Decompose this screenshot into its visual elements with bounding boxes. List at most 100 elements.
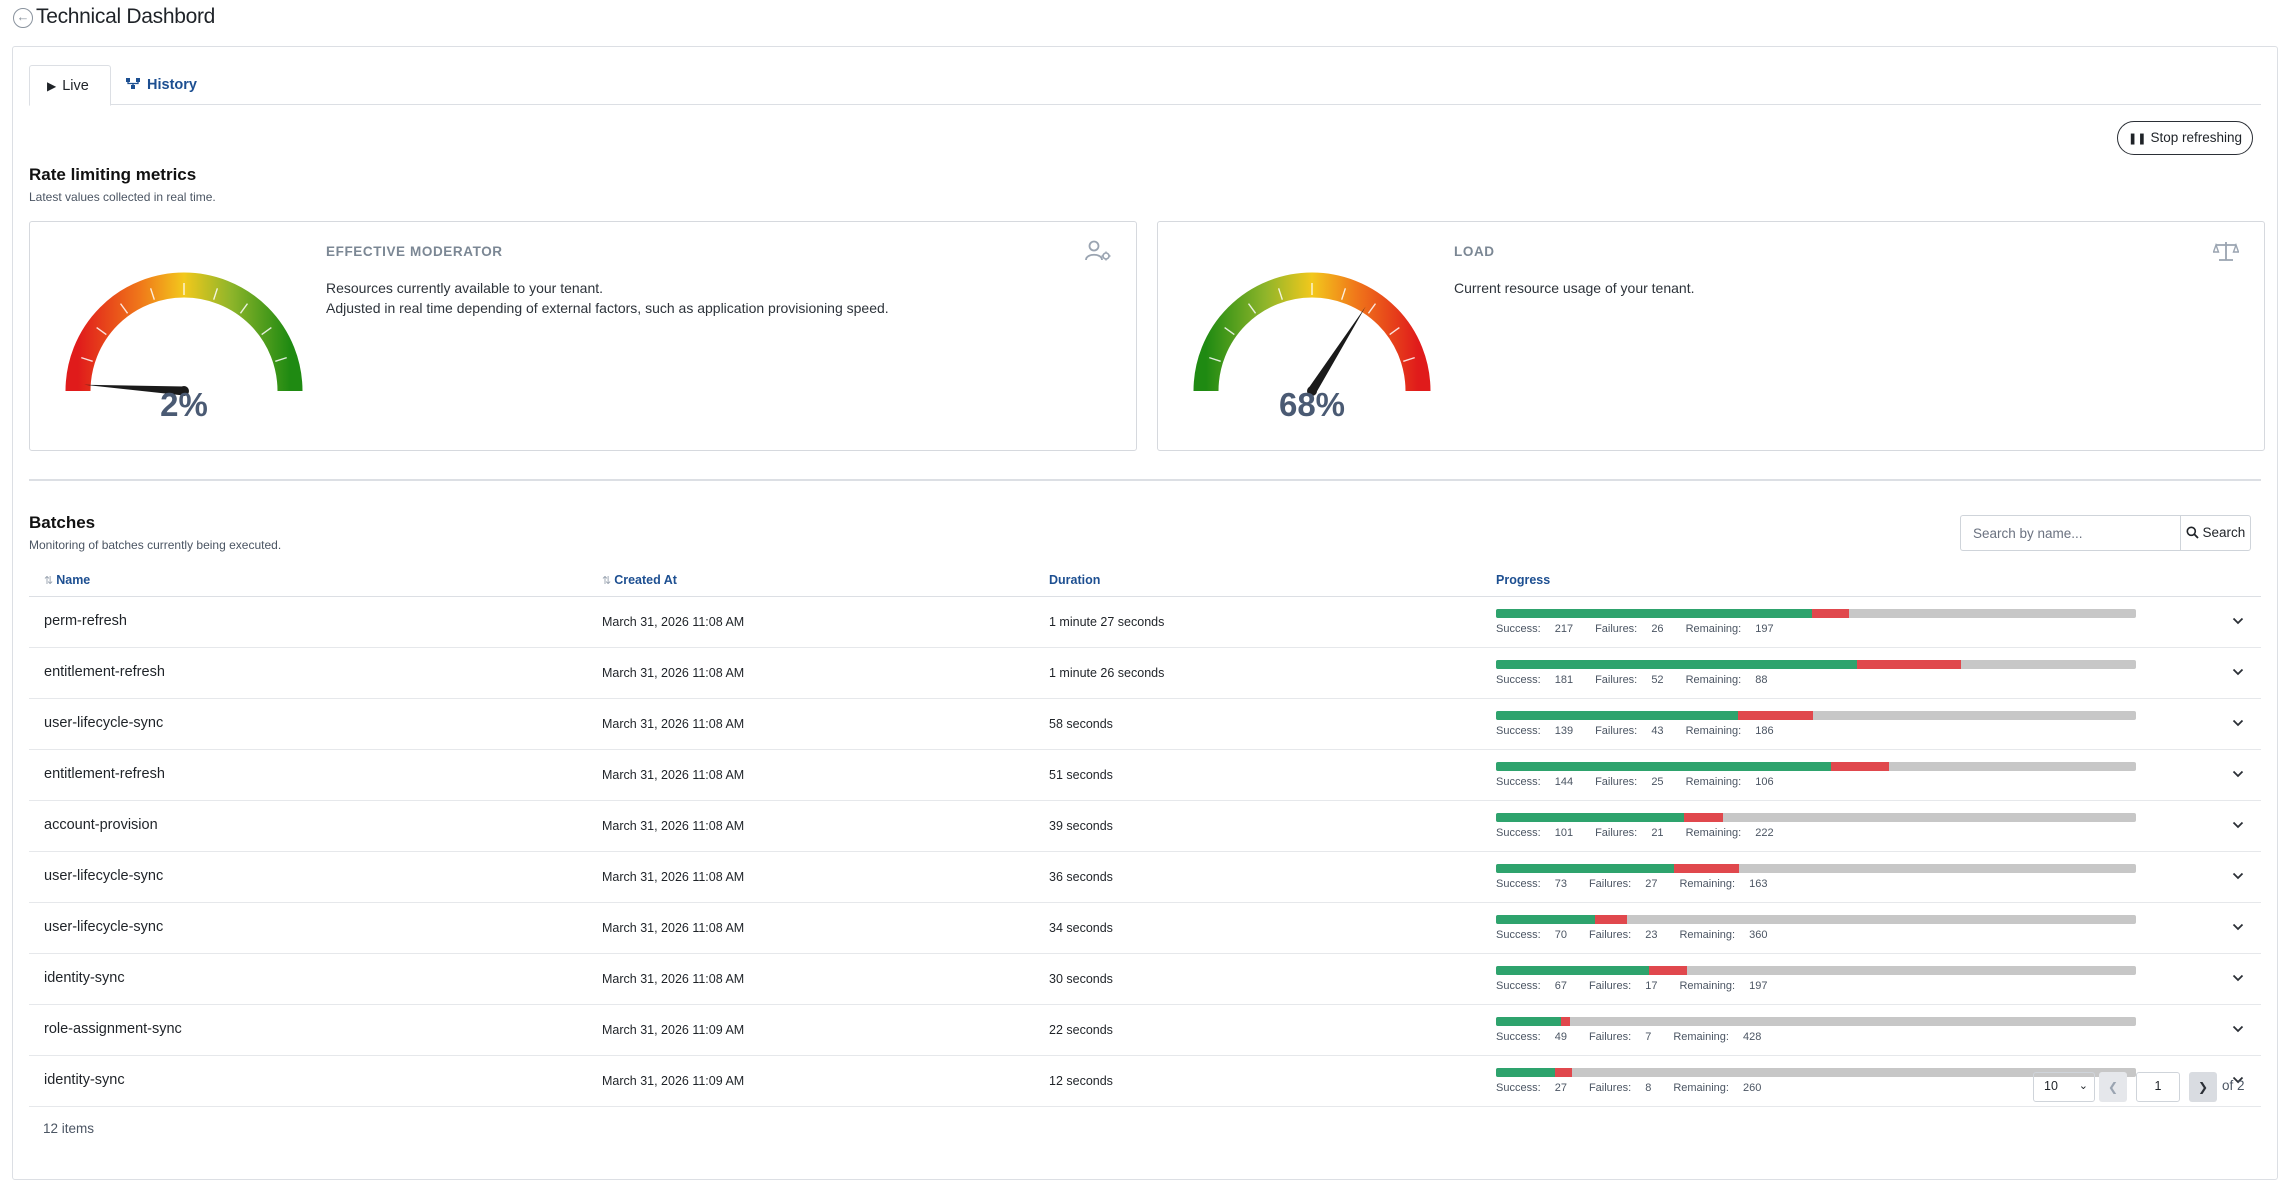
table-row[interactable]: perm-refresh March 31, 2026 11:08 AM 1 min… — [29, 597, 2261, 648]
expand-row-chevron-icon[interactable] — [2229, 1071, 2247, 1089]
column-created-header[interactable]: ⇅ Created At — [602, 573, 677, 587]
load-gauge — [1193, 272, 1431, 396]
gauge-tick — [1209, 356, 1221, 363]
expand-row-chevron-icon[interactable] — [2229, 612, 2247, 630]
failures-label: Failures: — [1595, 725, 1638, 737]
arrow-left-circle-icon[interactable]: ← — [13, 8, 33, 28]
table-row[interactable]: user-lifecycle-sync March 31, 2026 11:08 … — [29, 852, 2261, 903]
table-row[interactable]: identity-sync March 31, 2026 11:09 AM 12 s… — [29, 1056, 2261, 1107]
next-page-button[interactable]: ❯ — [2189, 1072, 2217, 1102]
search-input[interactable] — [1960, 515, 2181, 551]
search-button[interactable]: Search — [2180, 515, 2251, 551]
expand-row-chevron-icon[interactable] — [2229, 1020, 2247, 1038]
success-label: Success: — [1496, 827, 1541, 839]
previous-page-button[interactable]: ❮ — [2099, 1072, 2127, 1102]
items-count: 12 items — [43, 1121, 95, 1136]
gauge-tick — [1247, 303, 1257, 314]
column-progress-label: Progress — [1496, 573, 1551, 587]
moderator-value: 2% — [160, 386, 208, 423]
chevron-down-icon: ⌄ — [2078, 1080, 2088, 1092]
remaining-label: Remaining: — [1679, 878, 1736, 890]
progress-success-segment — [1496, 660, 1857, 669]
page-size-select[interactable]: 10 ⌄ — [2033, 1072, 2095, 1102]
expand-row-chevron-icon[interactable] — [2229, 765, 2247, 783]
failures-value: 27 — [1645, 878, 1658, 890]
failures-value: 17 — [1645, 980, 1658, 992]
gauge-needle-pointer — [1308, 306, 1366, 394]
progress-bar — [1496, 966, 2136, 975]
stop-refreshing-button[interactable]: ❚❚ Stop refreshing — [2117, 121, 2253, 155]
batch-created-at: March 31, 2026 11:08 AM — [602, 666, 745, 680]
success-value: 49 — [1554, 1031, 1567, 1043]
table-row[interactable]: user-lifecycle-sync March 31, 2026 11:08 … — [29, 699, 2261, 750]
success-label: Success: — [1496, 1082, 1541, 1094]
batch-created-at: March 31, 2026 11:08 AM — [602, 819, 745, 833]
remaining-value: 428 — [1743, 1031, 1762, 1043]
failures-count: Failures: 21 — [1595, 827, 1675, 839]
remaining-value: 260 — [1743, 1082, 1762, 1094]
remaining-count: Remaining: 186 — [1686, 725, 1785, 737]
expand-row-chevron-icon[interactable] — [2229, 918, 2247, 936]
table-row[interactable]: role-assignment-sync March 31, 2026 11:09… — [29, 1005, 2261, 1056]
tab-live[interactable]: ▶ Live — [29, 65, 111, 106]
success-count: Success: 67 — [1496, 980, 1578, 992]
remaining-count: Remaining: 106 — [1686, 776, 1785, 788]
table-row[interactable]: account-provision March 31, 2026 11:08 AM… — [29, 801, 2261, 852]
batch-created-at: March 31, 2026 11:08 AM — [602, 921, 745, 935]
expand-row-chevron-icon[interactable] — [2229, 969, 2247, 987]
progress-failure-segment — [1831, 762, 1890, 771]
expand-row-chevron-icon[interactable] — [2229, 663, 2247, 681]
progress-failure-segment — [1683, 813, 1723, 822]
table-row[interactable]: identity-sync March 31, 2026 11:08 AM 30 s… — [29, 954, 2261, 1005]
table-row[interactable]: user-lifecycle-sync March 31, 2026 11:08 … — [29, 903, 2261, 954]
success-count: Success: 181 — [1496, 674, 1584, 686]
progress-bar — [1496, 915, 2136, 924]
batch-created-at: March 31, 2026 11:08 AM — [602, 615, 745, 629]
remaining-count: Remaining: 88 — [1686, 674, 1779, 686]
batch-name: entitlement-refresh — [44, 766, 165, 782]
expand-row-chevron-icon[interactable] — [2229, 714, 2247, 732]
batch-name: identity-sync — [44, 1072, 125, 1088]
success-label: Success: — [1496, 623, 1541, 635]
load-card: 68% LOAD Current resource usage of your … — [1157, 221, 2265, 451]
progress-bar — [1496, 813, 2136, 822]
gauge-ticks — [81, 283, 287, 363]
gauge-tick — [81, 356, 93, 363]
moderator-desc-line-2: Adjusted in real time depending of exter… — [326, 300, 889, 316]
batch-duration: 30 seconds — [1049, 972, 1113, 986]
remaining-label: Remaining: — [1685, 674, 1742, 686]
failures-label: Failures: — [1588, 980, 1632, 992]
failures-label: Failures: — [1588, 1031, 1632, 1043]
failures-value: 43 — [1651, 725, 1664, 737]
page-number-input[interactable]: 1 — [2136, 1072, 2180, 1102]
gauge-tick — [96, 326, 107, 336]
batches-section-title: Batches — [29, 513, 96, 532]
sort-icon: ⇅ — [44, 575, 54, 587]
success-count: Success: 101 — [1496, 827, 1584, 839]
tab-history[interactable]: History — [125, 65, 197, 106]
progress-success-segment — [1496, 609, 1812, 618]
column-created-label: Created At — [614, 573, 677, 587]
remaining-count: Remaining: 197 — [1686, 623, 1785, 635]
progress-summary: Success: 144 Failures: 25 Remaining: 106 — [1496, 776, 1796, 788]
column-name-header[interactable]: ⇅ Name — [44, 573, 90, 587]
failures-label: Failures: — [1588, 1082, 1632, 1094]
batch-name: role-assignment-sync — [44, 1021, 182, 1037]
batches-section-subtitle: Monitoring of batches currently being ex… — [29, 538, 282, 552]
remaining-value: 163 — [1749, 878, 1768, 890]
remaining-label: Remaining: — [1685, 725, 1742, 737]
success-label: Success: — [1496, 929, 1541, 941]
failures-label: Failures: — [1588, 929, 1632, 941]
failures-count: Failures: 52 — [1595, 674, 1675, 686]
remaining-count: Remaining: 260 — [1673, 1082, 1772, 1094]
expand-row-chevron-icon[interactable] — [2229, 867, 2247, 885]
expand-row-chevron-icon[interactable] — [2229, 816, 2247, 834]
progress-success-segment — [1496, 915, 1595, 924]
play-icon: ▶ — [47, 79, 57, 93]
progress-bar — [1496, 1017, 2136, 1026]
table-row[interactable]: entitlement-refresh March 31, 2026 11:08 … — [29, 648, 2261, 699]
progress-failure-segment — [1554, 1068, 1572, 1077]
table-row[interactable]: entitlement-refresh March 31, 2026 11:08 … — [29, 750, 2261, 801]
batch-search: Search — [1960, 515, 2251, 551]
section-divider — [29, 479, 2261, 481]
